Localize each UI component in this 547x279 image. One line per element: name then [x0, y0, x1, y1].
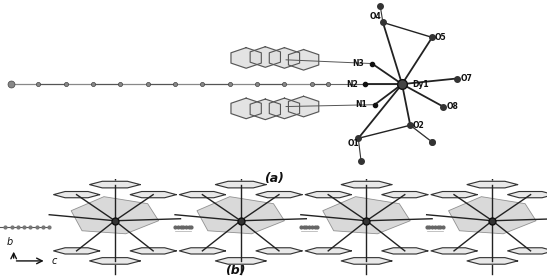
- Polygon shape: [231, 48, 261, 68]
- Polygon shape: [382, 248, 428, 254]
- Polygon shape: [130, 248, 176, 254]
- Polygon shape: [288, 96, 319, 117]
- Text: N3: N3: [352, 59, 364, 68]
- Polygon shape: [382, 191, 428, 198]
- Polygon shape: [341, 181, 392, 188]
- Text: (b): (b): [225, 264, 246, 277]
- Polygon shape: [250, 47, 281, 67]
- Polygon shape: [54, 191, 100, 198]
- Text: O8: O8: [447, 102, 459, 111]
- Text: N1: N1: [355, 100, 367, 109]
- Polygon shape: [341, 258, 392, 264]
- Text: N2: N2: [346, 80, 358, 89]
- Polygon shape: [250, 99, 281, 120]
- Text: O1: O1: [348, 140, 360, 148]
- Polygon shape: [467, 258, 517, 264]
- Polygon shape: [71, 197, 159, 234]
- Polygon shape: [130, 191, 176, 198]
- Polygon shape: [431, 248, 477, 254]
- Polygon shape: [90, 258, 140, 264]
- Text: (a): (a): [264, 172, 283, 185]
- Polygon shape: [216, 181, 266, 188]
- Polygon shape: [256, 191, 302, 198]
- Polygon shape: [431, 191, 477, 198]
- Polygon shape: [449, 197, 536, 234]
- Polygon shape: [305, 191, 351, 198]
- Polygon shape: [216, 258, 266, 264]
- Polygon shape: [467, 181, 517, 188]
- Polygon shape: [90, 181, 140, 188]
- Polygon shape: [288, 50, 319, 70]
- Text: O5: O5: [434, 33, 446, 42]
- Polygon shape: [269, 98, 300, 119]
- Polygon shape: [508, 191, 547, 198]
- Text: Dy1: Dy1: [412, 80, 428, 89]
- Polygon shape: [54, 248, 100, 254]
- Polygon shape: [305, 248, 351, 254]
- Polygon shape: [269, 48, 300, 68]
- Text: b: b: [6, 237, 13, 247]
- Polygon shape: [323, 197, 410, 234]
- Polygon shape: [179, 191, 225, 198]
- Text: O7: O7: [461, 74, 473, 83]
- Polygon shape: [197, 197, 284, 234]
- Polygon shape: [256, 248, 302, 254]
- Polygon shape: [508, 248, 547, 254]
- Text: c: c: [52, 256, 57, 266]
- Polygon shape: [179, 248, 225, 254]
- Polygon shape: [231, 98, 261, 119]
- Text: O4: O4: [370, 12, 382, 21]
- Text: O2: O2: [412, 121, 424, 130]
